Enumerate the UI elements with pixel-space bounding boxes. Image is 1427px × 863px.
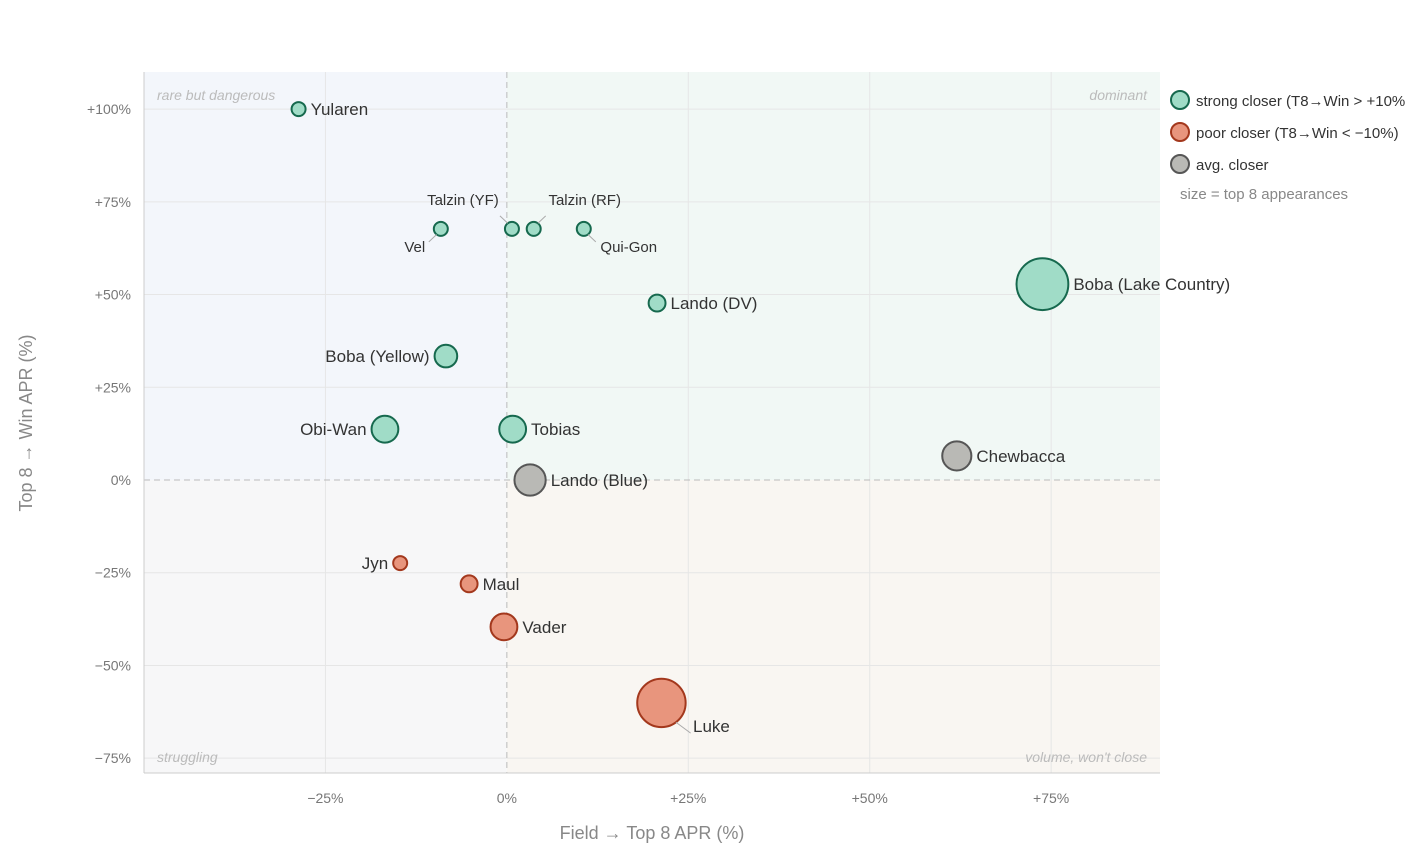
point-label: Lando (Blue) bbox=[551, 471, 648, 490]
point-label: Vader bbox=[522, 618, 566, 637]
data-point bbox=[392, 555, 409, 572]
legend-marker-poor bbox=[1170, 122, 1190, 142]
point-label: Boba (Lake Country) bbox=[1073, 275, 1230, 294]
y-tick-label: +75% bbox=[95, 194, 131, 210]
y-tick-label: +100% bbox=[87, 101, 131, 117]
x-tick-label: +50% bbox=[852, 790, 888, 806]
point-label: Tobias bbox=[531, 420, 580, 439]
y-tick-label: +50% bbox=[95, 287, 131, 303]
leader-line bbox=[499, 215, 509, 224]
data-point bbox=[433, 343, 459, 369]
point-label: Maul bbox=[483, 575, 520, 594]
data-point bbox=[503, 220, 520, 237]
data-point bbox=[432, 220, 449, 237]
y-tick-label: −50% bbox=[95, 657, 131, 673]
data-point bbox=[459, 574, 479, 594]
quadrant-label-bottom-right: volume, won't close bbox=[1025, 749, 1147, 765]
leader-line bbox=[587, 234, 597, 243]
point-label: Boba (Yellow) bbox=[325, 347, 429, 366]
quadrant-label-top-left: rare but dangerous bbox=[157, 87, 275, 103]
point-label: Qui-Gon bbox=[600, 239, 657, 256]
y-tick-label: −75% bbox=[95, 750, 131, 766]
legend-size-note: size = top 8 appearances bbox=[1180, 186, 1348, 203]
y-axis-label: Top 8 → Win APR (%) bbox=[16, 334, 36, 511]
leader-line bbox=[428, 234, 437, 243]
legend-marker-avg bbox=[1170, 154, 1190, 174]
y-tick-label: −25% bbox=[95, 565, 131, 581]
leader-line bbox=[537, 215, 547, 224]
data-point bbox=[525, 220, 542, 237]
data-point bbox=[1015, 257, 1070, 312]
point-label: Yularen bbox=[311, 100, 369, 119]
y-tick-label: 0% bbox=[111, 472, 131, 488]
y-tick-label: +25% bbox=[95, 379, 131, 395]
point-label: Vel bbox=[404, 239, 425, 256]
point-label: Jyn bbox=[362, 554, 388, 573]
legend-label-strong: strong closer (T8→Win > +10% bbox=[1196, 93, 1405, 110]
data-point bbox=[498, 414, 528, 444]
point-label: Talzin (RF) bbox=[548, 192, 621, 209]
data-point bbox=[513, 463, 547, 497]
point-label: Lando (DV) bbox=[671, 294, 758, 313]
point-label: Luke bbox=[693, 717, 730, 736]
point-label: Talzin (YF) bbox=[427, 192, 499, 209]
data-point bbox=[636, 677, 687, 729]
data-point bbox=[290, 101, 307, 118]
data-point bbox=[489, 612, 519, 642]
x-tick-label: +75% bbox=[1033, 790, 1069, 806]
legend: strong closer (T8→Win > +10% poor closer… bbox=[1170, 90, 1405, 203]
legend-marker-strong bbox=[1170, 90, 1190, 110]
data-point bbox=[941, 440, 973, 472]
quadrant-label-top-right: dominant bbox=[1089, 87, 1148, 103]
x-tick-label: 0% bbox=[497, 790, 517, 806]
x-tick-label: +25% bbox=[670, 790, 706, 806]
point-label: Obi-Wan bbox=[300, 420, 366, 439]
data-point bbox=[575, 220, 592, 237]
data-point bbox=[370, 414, 400, 444]
data-point bbox=[647, 293, 667, 313]
point-label: Chewbacca bbox=[976, 447, 1065, 466]
quadrant-bg-bottom-right bbox=[506, 479, 1160, 773]
legend-label-poor: poor closer (T8→Win < −10%) bbox=[1196, 125, 1399, 142]
quadrant-label-bottom-left: struggling bbox=[157, 749, 218, 765]
x-axis-label: Field → Top 8 APR (%) bbox=[560, 823, 745, 843]
x-tick-label: −25% bbox=[307, 790, 343, 806]
legend-label-avg: avg. closer bbox=[1196, 157, 1269, 174]
leader-line bbox=[675, 721, 691, 734]
